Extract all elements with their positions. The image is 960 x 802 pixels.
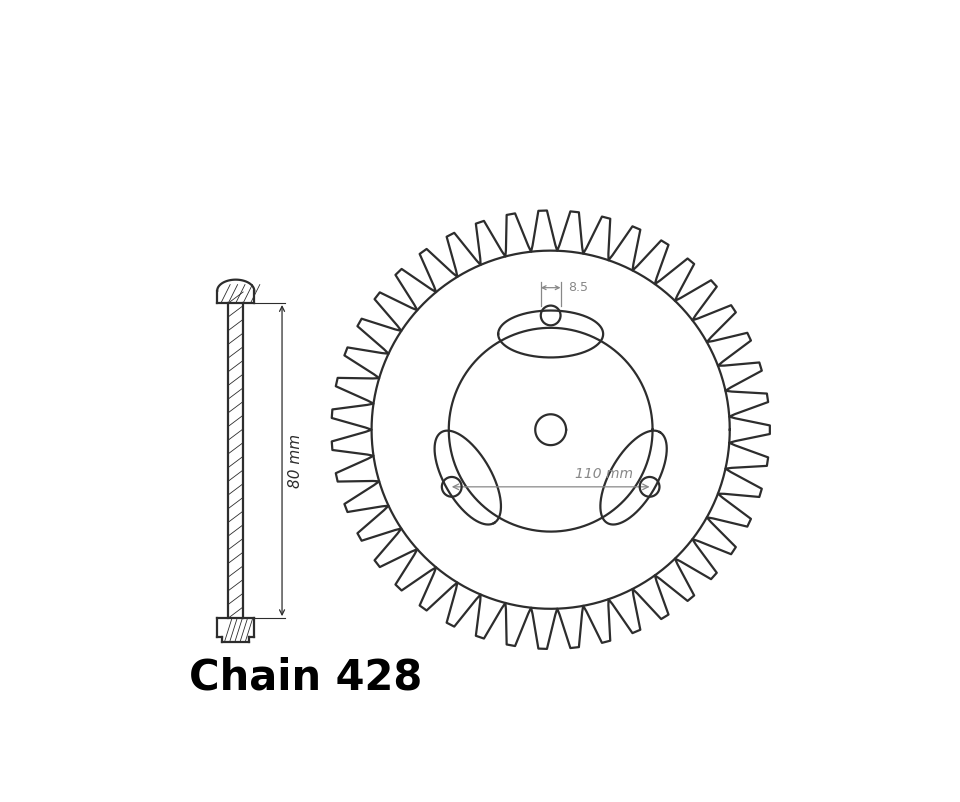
Text: 110 mm: 110 mm	[575, 468, 634, 481]
Text: 80 mm: 80 mm	[288, 434, 303, 488]
Text: Chain 428: Chain 428	[189, 656, 422, 699]
Text: 8.5: 8.5	[568, 282, 588, 294]
